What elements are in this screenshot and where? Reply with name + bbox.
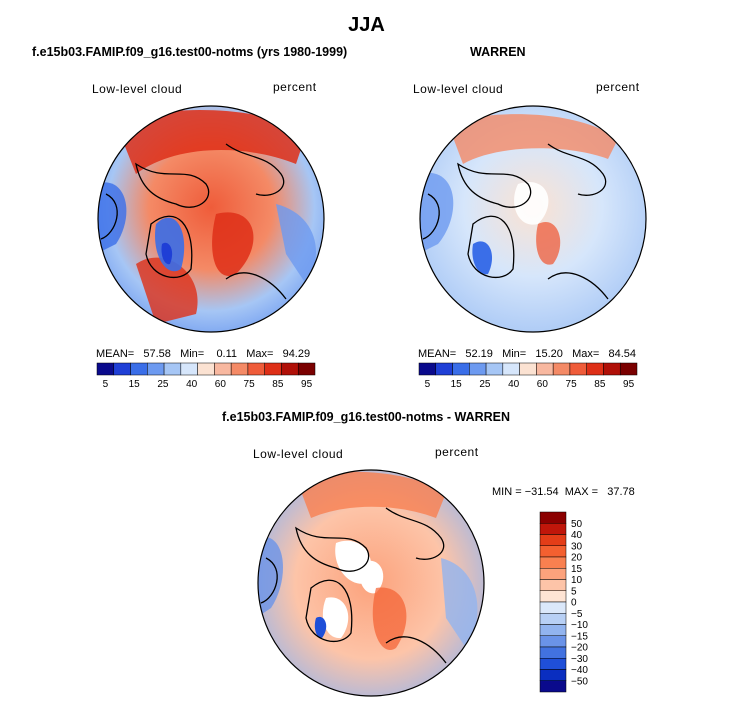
right-colorbar-swatch <box>536 362 554 376</box>
diff-units-label: percent <box>435 445 479 459</box>
diff-colorbar-swatch <box>539 635 567 648</box>
left-polar-map <box>97 105 325 333</box>
right-stats: MEAN= 52.19 Min= 15.20 Max= 84.54 <box>418 348 636 360</box>
diff-panel-title: f.e15b03.FAMIP.f09_g16.test00-notms - WA… <box>222 410 511 424</box>
right-colorbar-swatch <box>418 362 437 376</box>
diff-colorbar-tick-label: −50 <box>571 676 588 687</box>
left-colorbar-swatch <box>281 362 299 376</box>
right-colorbar-swatch <box>452 362 470 376</box>
right-colorbar-swatch <box>485 362 504 376</box>
left-colorbar-tick-label: 25 <box>157 379 169 390</box>
diff-colorbar-tick-label: 40 <box>571 530 583 541</box>
left-colorbar-swatch <box>230 362 249 376</box>
diff-variable-label: Low-level cloud <box>253 447 344 461</box>
diff-colorbar-tick-label: −40 <box>571 665 588 676</box>
diff-colorbar-swatch <box>539 568 567 580</box>
right-colorbar-tick-label: 60 <box>537 379 549 390</box>
diff-colorbar-swatch <box>539 669 567 681</box>
right-colorbar-swatch <box>519 362 537 376</box>
diff-polar-map <box>257 469 485 697</box>
left-colorbar-swatch <box>147 362 165 376</box>
right-units-label: percent <box>596 80 640 94</box>
left-colorbar-swatch <box>180 362 198 376</box>
left-colorbar-swatch <box>297 362 316 376</box>
right-colorbar-swatch <box>469 362 487 376</box>
diff-colorbar-tick-label: −5 <box>571 609 583 620</box>
left-colorbar-tick-label: 60 <box>215 379 227 390</box>
diff-colorbar-tick-label: 0 <box>571 598 577 609</box>
left-colorbar-tick-label: 85 <box>272 379 284 390</box>
left-colorbar-tick-label: 5 <box>103 379 109 390</box>
left-colorbar-swatch <box>214 362 232 376</box>
right-colorbar: 5 15 25 40 60 75 85 95 <box>418 362 638 390</box>
right-colorbar-swatch <box>502 362 520 376</box>
left-colorbar-swatch <box>247 362 265 376</box>
diff-colorbar-swatch <box>539 523 567 535</box>
right-colorbar-tick-label: 25 <box>479 379 491 390</box>
diff-colorbar-tick-label: 20 <box>571 553 583 564</box>
right-colorbar-swatch <box>619 362 638 376</box>
figure-title: JJA <box>348 14 385 36</box>
diff-colorbar-swatch <box>539 590 567 603</box>
diff-colorbar-tick-label: −10 <box>571 620 588 631</box>
left-colorbar-swatch <box>264 362 282 376</box>
right-polar-map <box>419 105 647 333</box>
diff-colorbar-swatch <box>539 511 567 524</box>
right-colorbar-swatch <box>569 362 587 376</box>
diff-colorbar-swatch <box>539 534 567 546</box>
left-colorbar: 5 15 25 40 60 75 85 95 <box>96 362 316 390</box>
right-panel-title: WARREN <box>470 45 526 59</box>
left-colorbar-tick-label: 95 <box>301 379 313 390</box>
left-stats: MEAN= 57.58 Min= 0.11 Max= 94.29 <box>96 348 311 360</box>
left-colorbar-tick-label: 40 <box>186 379 198 390</box>
diff-colorbar-tick-label: −30 <box>571 654 588 665</box>
diff-colorbar-swatch <box>539 545 567 558</box>
right-colorbar-tick-label: 85 <box>594 379 606 390</box>
diff-colorbar-swatch <box>539 680 567 693</box>
right-colorbar-swatch <box>603 362 621 376</box>
diff-colorbar-tick-label: 5 <box>571 586 577 597</box>
left-variable-label: Low-level cloud <box>92 82 183 96</box>
diff-colorbar-tick-label: 10 <box>571 575 583 586</box>
diff-colorbar-swatch <box>539 556 567 569</box>
diff-colorbar-swatch <box>539 613 567 625</box>
right-colorbar-swatch <box>435 362 453 376</box>
right-variable-label: Low-level cloud <box>413 82 504 96</box>
left-colorbar-tick-label: 75 <box>244 379 256 390</box>
left-units-label: percent <box>273 80 317 94</box>
diff-colorbar-tick-label: −15 <box>571 631 588 642</box>
left-panel-title: f.e15b03.FAMIP.f09_g16.test00-notms (yrs… <box>32 45 348 59</box>
right-colorbar-tick-label: 40 <box>508 379 520 390</box>
diff-colorbar-tick-label: 30 <box>571 541 583 552</box>
diff-stats: MIN = −31.54 MAX = 37.78 <box>492 486 635 498</box>
diff-colorbar-tick-label: 50 <box>571 519 583 530</box>
right-colorbar-tick-label: 75 <box>566 379 578 390</box>
left-colorbar-swatch <box>113 362 131 376</box>
right-colorbar-swatch <box>586 362 604 376</box>
left-colorbar-swatch <box>163 362 182 376</box>
right-colorbar-tick-label: 95 <box>623 379 635 390</box>
diff-colorbar-tick-label: 15 <box>571 564 583 575</box>
diff-colorbar-swatch <box>539 601 567 614</box>
right-colorbar-swatch <box>552 362 571 376</box>
diff-colorbar-swatch <box>539 624 567 636</box>
diff-colorbar-swatch <box>539 658 567 670</box>
left-colorbar-swatch <box>96 362 115 376</box>
diff-colorbar-swatch <box>539 646 567 659</box>
diff-colorbar-tick-label: −20 <box>571 643 588 654</box>
diff-colorbar-swatch <box>539 579 567 591</box>
right-colorbar-tick-label: 5 <box>425 379 431 390</box>
right-colorbar-tick-label: 15 <box>451 379 463 390</box>
left-colorbar-tick-label: 15 <box>129 379 141 390</box>
left-colorbar-swatch <box>130 362 148 376</box>
left-colorbar-swatch <box>197 362 215 376</box>
